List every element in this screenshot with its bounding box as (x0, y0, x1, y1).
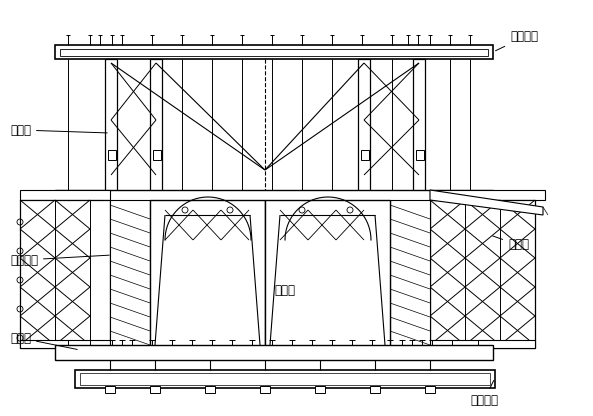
Bar (105, 386, 115, 393)
Bar (430, 190, 545, 200)
Bar (265, 200, 390, 348)
Bar (60, 49, 488, 56)
Bar (315, 386, 325, 393)
Bar (260, 386, 270, 393)
Text: 内导梁: 内导梁 (275, 283, 295, 297)
Text: 底纵梁: 底纵梁 (10, 332, 77, 349)
Bar (425, 386, 435, 393)
Text: 外导梁: 外导梁 (493, 236, 529, 252)
Polygon shape (430, 190, 543, 215)
Text: 外模系统: 外模系统 (10, 253, 109, 267)
Bar (20, 190, 110, 200)
Bar (430, 340, 535, 348)
Bar (358, 59, 370, 204)
Bar (80, 373, 490, 385)
Bar (430, 200, 535, 348)
Text: 菱形架: 菱形架 (10, 124, 107, 136)
Bar (108, 150, 116, 160)
Bar (413, 59, 425, 204)
Bar (150, 386, 160, 393)
Bar (370, 386, 380, 393)
Bar (55, 190, 493, 202)
Bar (205, 386, 215, 393)
Bar (20, 200, 110, 348)
Bar (75, 370, 495, 388)
Bar (55, 45, 493, 59)
Bar (153, 150, 161, 160)
Bar (55, 345, 493, 360)
Bar (110, 200, 150, 348)
Bar (150, 200, 265, 348)
Bar (390, 200, 430, 348)
Bar (361, 150, 369, 160)
Bar (105, 59, 117, 204)
Bar (150, 59, 162, 204)
Bar (416, 150, 424, 160)
Text: 前上横梁: 前上横梁 (496, 30, 538, 51)
Text: 前下横梁: 前下横梁 (470, 381, 498, 406)
Bar (20, 340, 110, 348)
